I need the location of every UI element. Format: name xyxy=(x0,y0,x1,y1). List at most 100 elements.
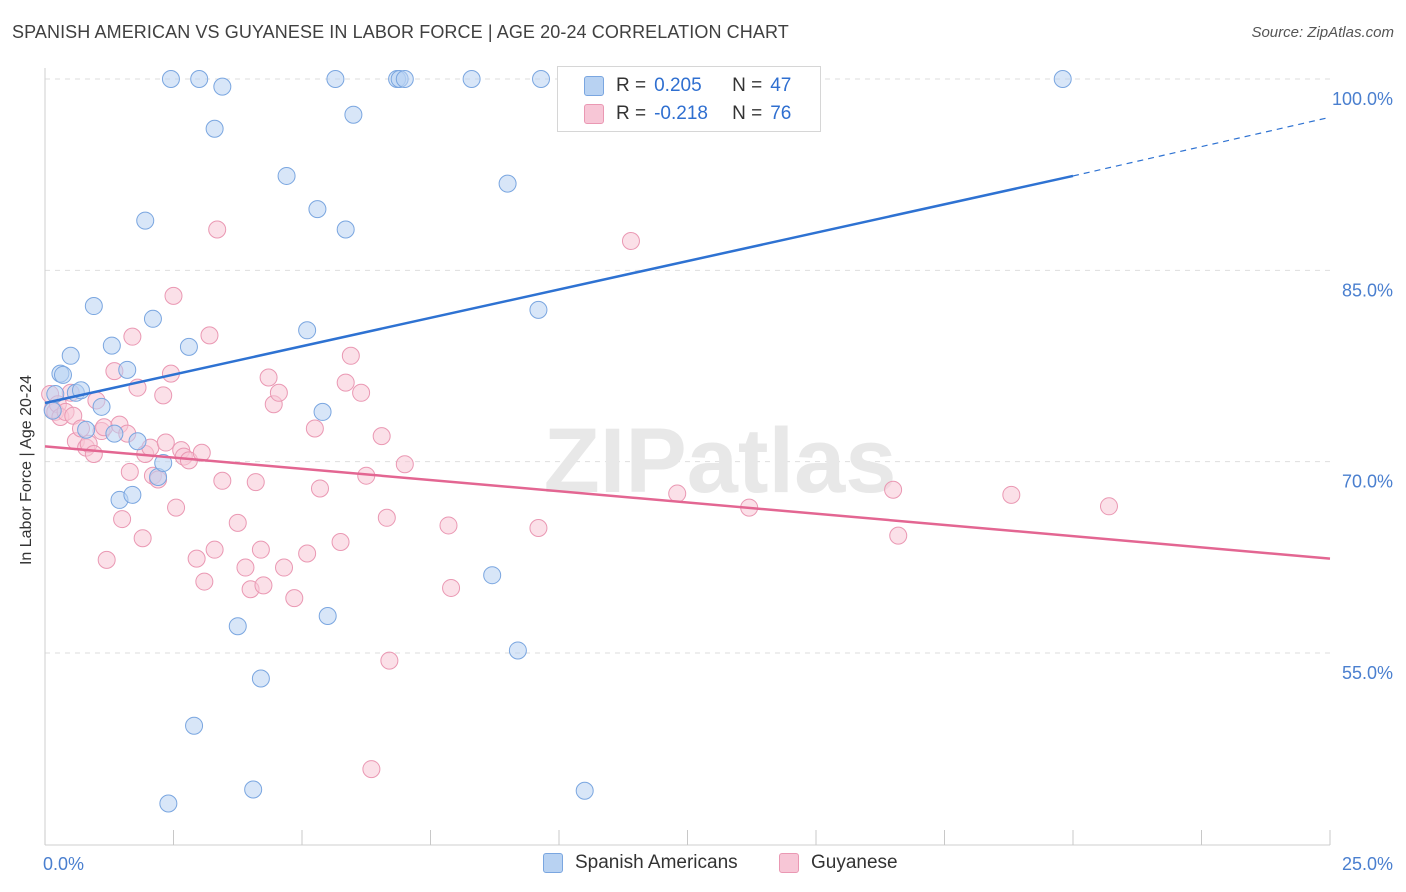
data-point xyxy=(1053,70,1072,88)
data-point xyxy=(205,119,224,138)
data-point xyxy=(228,617,247,636)
data-point xyxy=(439,516,458,535)
data-point xyxy=(462,70,481,88)
data-point xyxy=(200,326,219,345)
data-point xyxy=(380,651,399,670)
data-point xyxy=(532,70,551,88)
data-point xyxy=(621,231,640,250)
data-point xyxy=(326,70,345,88)
data-point xyxy=(213,471,232,490)
chart-title: SPANISH AMERICAN VS GUYANESE IN LABOR FO… xyxy=(12,22,789,42)
data-point xyxy=(318,607,337,626)
data-point xyxy=(395,455,414,474)
r-value: -0.218 xyxy=(654,103,708,124)
data-point xyxy=(285,589,304,608)
data-point xyxy=(136,211,155,230)
data-point xyxy=(164,286,183,305)
data-point xyxy=(236,558,255,577)
legend-swatch-pink xyxy=(584,104,604,124)
guyanese-points xyxy=(41,220,1118,779)
x-tick-label: 25.0% xyxy=(1342,854,1393,874)
data-point xyxy=(161,70,180,88)
guyanese-trend-line xyxy=(44,445,1331,560)
y-tick-label: 55.0% xyxy=(1342,663,1393,683)
data-point xyxy=(154,453,173,472)
data-point xyxy=(205,540,224,559)
data-point xyxy=(113,510,132,529)
tick-labels: 55.0% 70.0% 85.0% 100.0% 0.0% 25.0% xyxy=(43,89,1393,874)
data-point xyxy=(92,397,111,416)
r-label: R = xyxy=(616,75,647,96)
data-point xyxy=(77,420,96,439)
data-point xyxy=(228,513,247,532)
data-point xyxy=(508,641,527,660)
data-point xyxy=(213,77,232,96)
data-point xyxy=(889,526,908,545)
data-point xyxy=(1002,485,1021,504)
data-point xyxy=(120,462,139,481)
data-point xyxy=(102,336,121,355)
y-tick-label: 85.0% xyxy=(1342,280,1393,300)
y-tick-label: 100.0% xyxy=(1332,89,1393,109)
data-point xyxy=(246,473,265,492)
data-point xyxy=(185,716,204,735)
data-point xyxy=(179,337,198,356)
spanish-americans-trend-extension xyxy=(1072,116,1331,177)
r-label: R = xyxy=(616,103,647,124)
grid-lines xyxy=(45,78,1330,654)
data-point xyxy=(336,373,355,392)
data-point xyxy=(143,309,162,328)
data-point xyxy=(84,297,103,316)
data-point xyxy=(668,484,687,503)
data-point xyxy=(269,383,288,402)
trend-lines xyxy=(44,116,1331,560)
data-point xyxy=(187,549,206,568)
data-point xyxy=(46,385,65,404)
data-point xyxy=(336,220,355,239)
data-point xyxy=(575,781,594,800)
watermark: ZIPatlas xyxy=(544,410,897,512)
spanish-americans-trend-line xyxy=(44,174,1074,405)
n-label: N = xyxy=(732,103,763,124)
data-point xyxy=(395,70,414,88)
data-point xyxy=(128,432,147,451)
data-point xyxy=(1099,497,1118,516)
data-point xyxy=(244,780,263,799)
data-point xyxy=(313,402,332,421)
data-point xyxy=(154,386,173,405)
data-point xyxy=(298,544,317,563)
data-point xyxy=(97,550,116,569)
data-point xyxy=(118,360,137,379)
x-tick-label: 0.0% xyxy=(43,854,84,874)
data-point xyxy=(377,508,396,527)
data-point xyxy=(362,760,381,779)
y-axis-label: In Labor Force | Age 20-24 xyxy=(18,374,35,566)
n-value: 76 xyxy=(770,103,792,124)
data-point xyxy=(884,480,903,499)
data-point xyxy=(442,578,461,597)
legend-swatch-blue xyxy=(543,853,563,873)
data-point xyxy=(529,518,548,537)
legend-row-spanish-americans: R = 0.205 N = 47 xyxy=(584,73,791,99)
data-point xyxy=(156,433,175,452)
legend-label: Guyanese xyxy=(811,852,898,873)
data-point xyxy=(61,346,80,365)
data-point xyxy=(305,419,324,438)
data-point xyxy=(43,401,62,420)
legend-row-guyanese: R = -0.218 N = 76 xyxy=(584,101,791,127)
data-point xyxy=(372,427,391,446)
data-point xyxy=(341,346,360,365)
data-point xyxy=(167,498,186,517)
legend-item-guyanese: Guyanese xyxy=(779,852,898,874)
legend-swatch-blue xyxy=(584,76,604,96)
data-point xyxy=(53,365,72,384)
data-point xyxy=(275,558,294,577)
legend-item-spanish-americans: Spanish Americans xyxy=(543,852,738,874)
stats-legend: R = 0.205 N = 47 R = -0.218 N = 76 xyxy=(557,66,821,132)
data-point xyxy=(251,669,270,688)
data-point xyxy=(159,794,178,813)
data-point xyxy=(195,572,214,591)
n-label: N = xyxy=(732,75,763,96)
data-point xyxy=(190,70,209,88)
